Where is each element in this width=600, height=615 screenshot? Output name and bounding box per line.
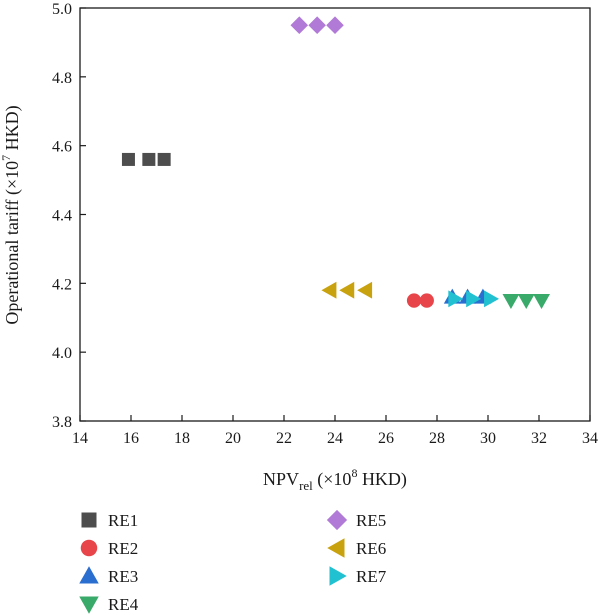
legend-marker-re5: [326, 509, 348, 531]
x-tick-label: 18: [174, 430, 190, 447]
data-point-re7: [484, 290, 499, 308]
y-tick-label: 3.8: [52, 414, 72, 431]
data-point-re2: [406, 293, 422, 308]
data-point-re4: [517, 294, 535, 309]
data-point-re4: [533, 294, 550, 309]
legend-marker-re1: [81, 512, 97, 528]
x-tick-label: 34: [582, 430, 598, 447]
y-axis-title: Operational tariff (×107 HKD): [0, 105, 23, 324]
data-point-re7: [466, 290, 482, 308]
data-point-re5: [308, 16, 326, 34]
y-tick-label: 4.2: [52, 276, 72, 293]
data-point-re7: [448, 290, 464, 308]
legend-label-re2: RE2: [108, 539, 138, 558]
y-axis-ticks: 3.8 4.0 4.2 4.4 4.6 4.8 5.0: [52, 1, 86, 431]
y-tick-label: 4.4: [52, 208, 72, 225]
legend-label-re6: RE6: [356, 539, 386, 558]
data-point-re2: [419, 293, 434, 308]
legend-marker-re7: [329, 566, 347, 586]
legend-label-re7: RE7: [356, 567, 387, 586]
legend-marker-re2: [80, 539, 98, 557]
x-tick-label: 16: [123, 430, 139, 447]
y-tick-label: 4.6: [52, 139, 72, 156]
legend-label-re1: RE1: [108, 511, 138, 530]
plot-area: 14 16 18 20 22 24 26 28 30 32 34 3.8 4.0 4.2 4.4 4.6 4.…: [52, 1, 598, 447]
y-tick-label: 4.8: [52, 70, 72, 87]
legend: RE1 RE2 RE3 RE4 RE5 RE6 RE7: [79, 509, 387, 614]
y-tick-label: 4.0: [52, 345, 72, 362]
data-point-re1: [142, 152, 156, 166]
data-point-re5: [326, 16, 344, 34]
data-point-re6: [339, 281, 355, 299]
x-axis-ticks: 14 16 18 20 22 24 26 28 30 32 34: [72, 415, 598, 447]
x-tick-label: 24: [327, 430, 343, 447]
x-tick-label: 26: [378, 430, 394, 447]
x-tick-label: 32: [531, 430, 547, 447]
data-point-re1: [121, 152, 135, 166]
legend-label-re4: RE4: [108, 595, 139, 614]
data-point-re1: [157, 152, 171, 166]
legend-marker-re4: [79, 596, 99, 614]
legend-label-re3: RE3: [108, 567, 138, 586]
legend-label-re5: RE5: [356, 511, 386, 530]
x-tick-label: 22: [276, 430, 292, 447]
x-tick-label: 30: [480, 430, 496, 447]
data-point-re6: [357, 281, 373, 299]
x-tick-label: 20: [225, 430, 241, 447]
data-point-re5: [290, 16, 309, 34]
x-tick-label: 14: [72, 430, 88, 447]
data-points: [121, 16, 550, 309]
legend-marker-re6: [327, 538, 345, 558]
legend-marker-re3: [79, 566, 99, 584]
data-point-re4: [502, 294, 520, 309]
data-point-re6: [321, 281, 337, 299]
y-tick-label: 5.0: [52, 1, 72, 18]
x-tick-label: 28: [429, 430, 445, 447]
x-axis-title: NPVrel (×108 HKD): [263, 466, 407, 493]
plot-frame: [79, 7, 591, 422]
